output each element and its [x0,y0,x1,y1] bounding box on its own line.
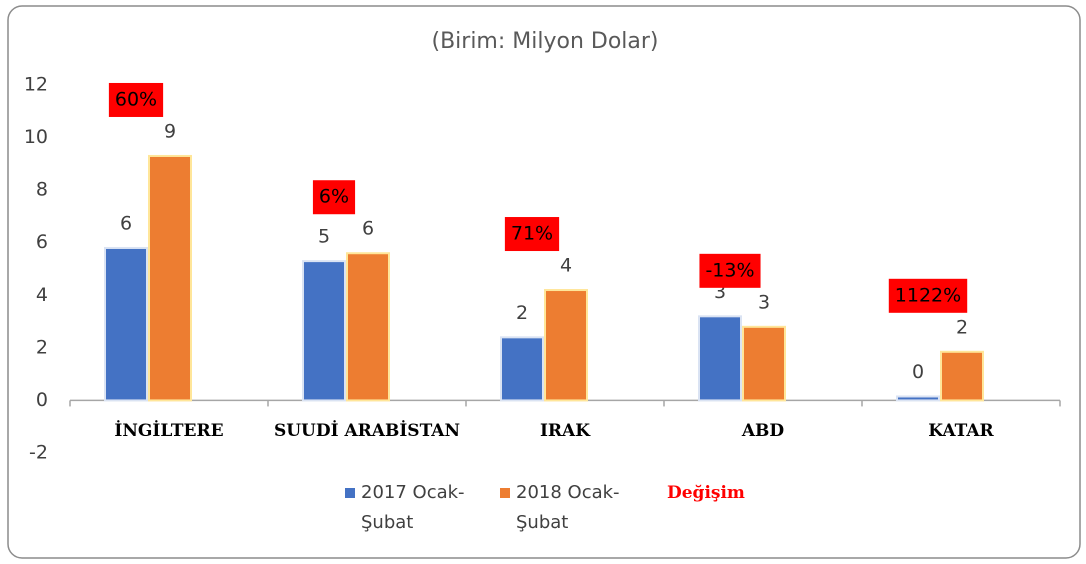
y-tick-label: 2 [36,336,48,358]
change-box [312,180,356,215]
bar [148,154,192,402]
change-label: -13% [705,259,754,281]
x-tick-label: IRAK [540,421,591,441]
y-tick-label: 12 [24,74,48,96]
x-tick-label: KATAR [928,421,994,441]
data-label: 4 [560,255,572,277]
change-label: 6% [319,186,349,208]
data-label: 6 [362,218,374,240]
data-label: 3 [758,291,770,313]
bar [896,395,940,402]
bar [104,246,148,402]
bar [500,336,544,402]
chart-title: (Birim: Milyon Dolar) [431,29,658,54]
bar [940,350,984,402]
bar [544,289,588,402]
data-label: 2 [956,316,968,338]
y-tick-label: 10 [24,126,48,148]
change-box [888,278,968,313]
data-label: 0 [912,361,924,383]
legend-label: 2018 Ocak-Şubat [516,482,620,533]
bar [346,252,390,402]
bar [302,260,346,402]
change-box [699,253,761,288]
change-box [504,217,560,252]
legend-swatch [500,488,510,498]
x-tick-label: SUUDİ ARABİSTAN [274,420,460,441]
change-label: 1122% [895,284,961,306]
change-label: 71% [511,223,553,245]
data-label: 2 [516,302,528,324]
legend-label: Değişim [667,483,745,503]
chart-frame [7,5,1081,559]
x-tick-label: İNGİLTERE [114,420,223,441]
change-box [108,82,164,117]
y-tick-label: -2 [29,442,48,464]
change-label: 60% [115,88,157,110]
legend-swatch [345,488,355,498]
y-tick-label: 0 [36,389,48,411]
data-label: 6 [120,212,132,234]
data-label: 5 [318,226,330,248]
bar [698,315,742,402]
y-tick-label: 8 [36,179,48,201]
bar [742,325,786,402]
y-tick-label: 6 [36,231,48,253]
x-tick-label: ABD [741,421,785,441]
y-tick-label: 4 [36,284,48,306]
legend-label: 2017 Ocak-Şubat [361,482,465,533]
data-label: 9 [164,120,176,142]
